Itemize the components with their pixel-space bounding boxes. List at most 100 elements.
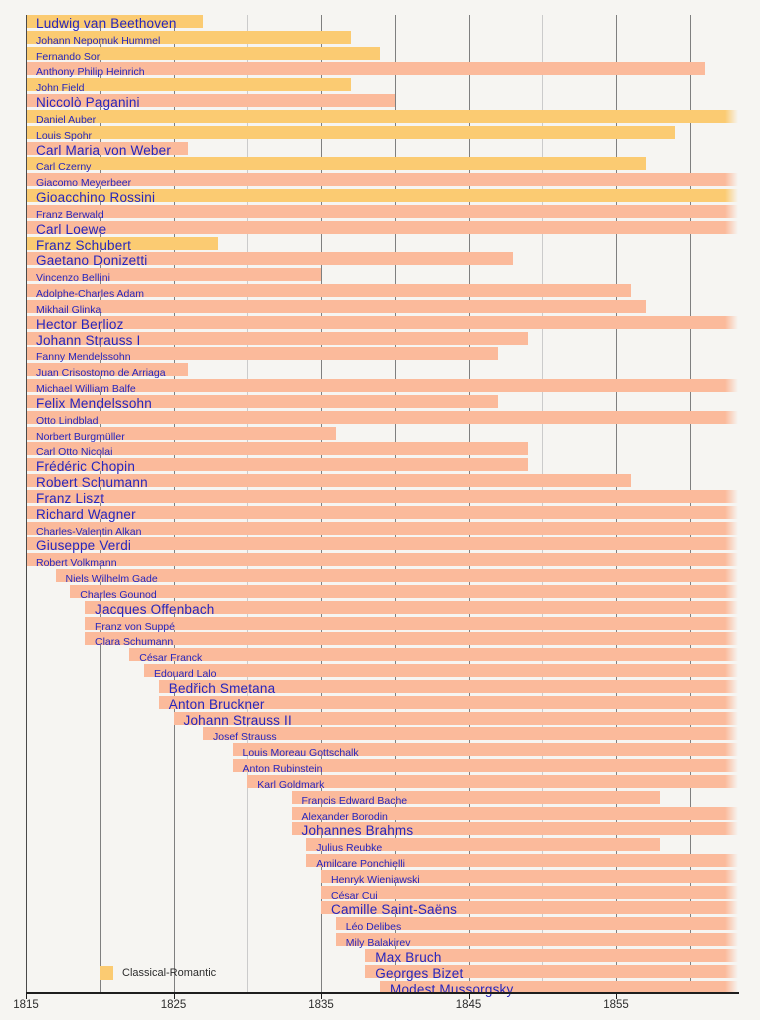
composer-label[interactable]: Robert Volkmann bbox=[36, 557, 117, 570]
lifespan-bar: Charles-Valentin Alkan bbox=[26, 521, 738, 538]
lifespan-bar: Johann Strauss II bbox=[173, 711, 738, 728]
lifespan-bar: Niccolò Paganini bbox=[26, 94, 395, 111]
composer-label[interactable]: Gaetano Donizetti bbox=[36, 253, 148, 269]
composer-label[interactable]: John Field bbox=[36, 82, 85, 95]
composer-label[interactable]: Charles-Valentin Alkan bbox=[36, 525, 142, 538]
composer-label[interactable]: Juan Crisostomo de Arriaga bbox=[36, 367, 166, 380]
composer-label[interactable]: Clara Schumann bbox=[95, 636, 174, 649]
composer-label[interactable]: Felix Mendelssohn bbox=[36, 395, 152, 411]
lifespan-bar: Carl Czerny bbox=[26, 157, 646, 173]
composer-label[interactable]: Anthony Philip Heinrich bbox=[36, 66, 145, 79]
composer-label[interactable]: Giuseppe Verdi bbox=[36, 538, 132, 554]
lifespan-bar: John Field bbox=[26, 78, 351, 94]
lifespan-bar: Karl Goldmark bbox=[247, 774, 738, 791]
composer-label[interactable]: Carl Loewe bbox=[36, 221, 107, 237]
lifespan-bar: Louis Spohr bbox=[26, 125, 675, 142]
composer-label[interactable]: Mikhail Glinka bbox=[36, 303, 102, 316]
composer-label[interactable]: César Franck bbox=[139, 652, 203, 665]
composer-label[interactable]: Amilcare Ponchielli bbox=[316, 857, 405, 870]
composer-label[interactable]: Anton Bruckner bbox=[168, 696, 265, 712]
composer-label[interactable]: Charles Gounod bbox=[80, 588, 157, 601]
composer-label[interactable]: Frédéric Chopin bbox=[36, 459, 136, 475]
composer-label[interactable]: Jacques Offenbach bbox=[95, 601, 215, 617]
composer-label[interactable]: Robert Schumann bbox=[36, 475, 148, 491]
composer-label[interactable]: Francis Edward Bache bbox=[301, 794, 408, 807]
composer-label[interactable]: Niels Wilhelm Gade bbox=[65, 573, 158, 586]
composer-label[interactable]: Carl Maria von Weber bbox=[36, 142, 172, 158]
composer-label[interactable]: Daniel Auber bbox=[36, 113, 97, 126]
axis-tick-label-1815: 1815 bbox=[13, 999, 39, 1011]
composer-label[interactable]: Richard Wagner bbox=[36, 506, 136, 522]
composer-label[interactable]: Max Bruch bbox=[375, 949, 442, 965]
lifespan-bar: Franz Berwald bbox=[26, 204, 738, 221]
composer-label[interactable]: Julius Reubke bbox=[316, 842, 383, 855]
lifespan-bar: Francis Edward Bache bbox=[291, 790, 661, 807]
composer-label[interactable]: Louis Spohr bbox=[36, 129, 93, 142]
composer-label[interactable]: Giacomo Meyerbeer bbox=[36, 177, 132, 190]
composer-label[interactable]: Fernando Sor bbox=[36, 50, 101, 63]
composer-label[interactable]: Norbert Burgmüller bbox=[36, 430, 125, 443]
axis-tick-label-1855: 1855 bbox=[603, 999, 629, 1011]
lifespan-bar: Felix Mendelssohn bbox=[26, 394, 498, 411]
composer-label[interactable]: Franz von Suppé bbox=[95, 620, 175, 633]
composer-label[interactable]: Josef Strauss bbox=[213, 731, 277, 744]
composer-label[interactable]: Mily Balakirev bbox=[345, 937, 411, 950]
lifespan-bar: Max Bruch bbox=[365, 948, 738, 965]
lifespan-bar: Bedřich Smetana bbox=[158, 679, 738, 696]
lifespan-bar: Giacomo Meyerbeer bbox=[26, 173, 738, 189]
lifespan-bar: Johannes Brahms bbox=[291, 822, 738, 839]
lifespan-bar: Mily Balakirev bbox=[335, 933, 738, 949]
lifespan-bar: Franz Schubert bbox=[26, 236, 218, 253]
gridline-1860 bbox=[689, 15, 691, 993]
composer-label[interactable]: Léo Delibes bbox=[345, 921, 402, 934]
lifespan-bar: Carl Loewe bbox=[26, 220, 738, 237]
composer-label[interactable]: Franz Berwald bbox=[36, 208, 104, 221]
composer-label[interactable]: Henryk Wieniawski bbox=[331, 873, 420, 886]
composer-label[interactable]: César Cui bbox=[331, 889, 378, 902]
axis-tick-1835 bbox=[321, 994, 322, 999]
composer-label[interactable]: Camille Saint-Saëns bbox=[331, 902, 458, 918]
composer-label[interactable]: Hector Berlioz bbox=[36, 316, 124, 332]
composer-label[interactable]: Niccolò Paganini bbox=[36, 95, 140, 111]
axis-tick-label-1825: 1825 bbox=[160, 999, 187, 1011]
composer-label[interactable]: Louis Moreau Gottschalk bbox=[242, 747, 359, 760]
lifespan-bar: Giuseppe Verdi bbox=[26, 537, 738, 554]
lifespan-bar: Henryk Wieniawski bbox=[321, 869, 738, 886]
composer-label[interactable]: Alexander Borodin bbox=[301, 810, 388, 823]
composer-label[interactable]: Anton Rubinstein bbox=[242, 763, 323, 775]
composer-label[interactable]: Carl Czerny bbox=[36, 161, 92, 174]
composer-label[interactable]: Vincenzo Bellini bbox=[36, 272, 110, 285]
lifespan-bar: Louis Moreau Gottschalk bbox=[232, 743, 738, 759]
composer-label[interactable]: Johannes Brahms bbox=[301, 823, 414, 839]
composer-label[interactable]: Fanny Mendelssohn bbox=[36, 351, 131, 364]
composer-label[interactable]: Ludwig van Beethoven bbox=[36, 16, 177, 31]
lifespan-bar: Anton Bruckner bbox=[158, 695, 738, 712]
composer-label[interactable]: Johann Strauss II bbox=[183, 712, 292, 728]
legend-label: Classical-Romantic bbox=[122, 967, 217, 979]
lifespan-bar: César Franck bbox=[129, 648, 738, 664]
lifespan-bar: Josef Strauss bbox=[203, 727, 738, 743]
composer-label[interactable]: Johann Nepomuk Hummel bbox=[36, 34, 161, 47]
gridline-1855 bbox=[616, 15, 617, 993]
composer-label[interactable]: Johann Strauss I bbox=[36, 332, 141, 348]
composer-label[interactable]: Edouard Lalo bbox=[154, 668, 217, 681]
lifespan-bar: Amilcare Ponchielli bbox=[306, 853, 738, 870]
composer-label[interactable]: Karl Goldmark bbox=[257, 778, 325, 791]
composer-label[interactable]: Franz Liszt bbox=[36, 490, 105, 506]
lifespan-bar: Edouard Lalo bbox=[144, 664, 738, 680]
composer-label[interactable]: Otto Lindblad bbox=[36, 414, 99, 427]
composer-label[interactable]: Bedřich Smetana bbox=[168, 680, 276, 696]
lifespan-bar: Charles Gounod bbox=[70, 584, 738, 601]
lifespan-bar: Georges Bizet bbox=[365, 964, 738, 981]
composer-label[interactable]: Michael William Balfe bbox=[36, 383, 136, 396]
lifespan-bar: Otto Lindblad bbox=[26, 410, 738, 427]
composer-label[interactable]: Carl Otto Nicolai bbox=[36, 446, 113, 459]
composer-label[interactable]: Franz Schubert bbox=[36, 237, 132, 253]
gridline-1840 bbox=[394, 15, 396, 993]
axis-tick-label-1845: 1845 bbox=[455, 999, 482, 1011]
composer-label[interactable]: Adolphe-Charles Adam bbox=[36, 288, 144, 301]
composer-label[interactable]: Georges Bizet bbox=[375, 965, 464, 981]
lifespan-bar: Daniel Auber bbox=[26, 109, 738, 126]
composer-label[interactable]: Gioacchino Rossini bbox=[36, 190, 156, 206]
